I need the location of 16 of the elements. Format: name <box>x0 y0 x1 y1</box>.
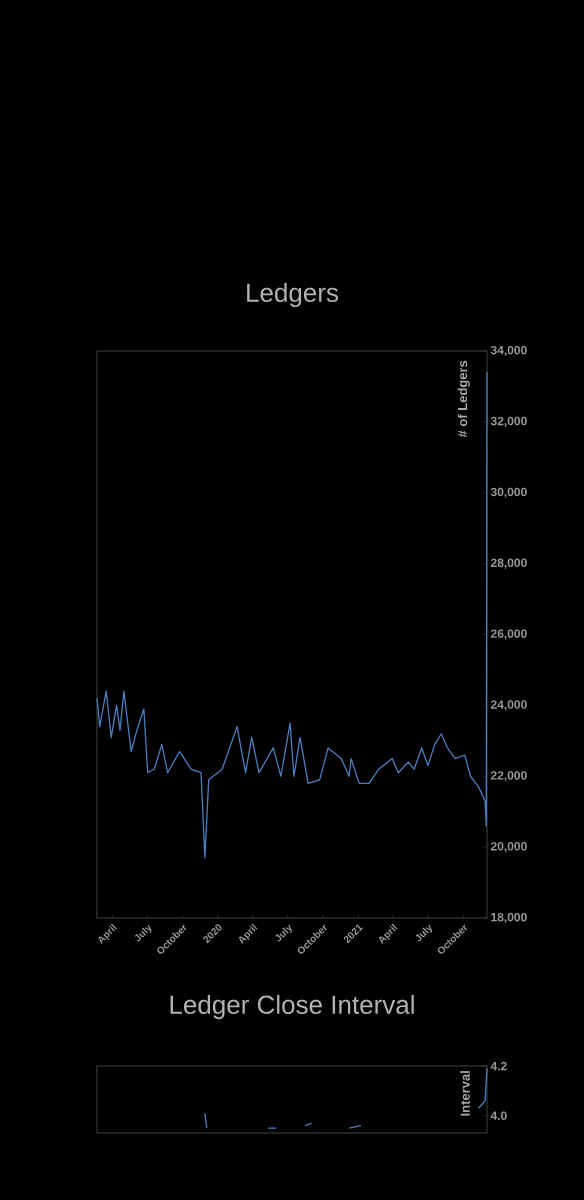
y-tick-label: 18,000 <box>491 912 527 924</box>
x-tick-label: July <box>275 924 292 942</box>
y-axis-title: Interval <box>460 1071 470 1116</box>
y-tick-label: 34,000 <box>490 345 527 357</box>
chart-title: Ledger Close Interval <box>170 994 414 1020</box>
y-tick-label: 22,000 <box>490 771 527 782</box>
y-tick-label: 32,000 <box>490 416 527 427</box>
y-tick-label: 26,000 <box>490 629 527 640</box>
y-axis-title: # of Ledgers <box>457 360 470 438</box>
y-tick-label: 28,000 <box>490 558 527 569</box>
y-tick-label: 30,000 <box>490 487 527 498</box>
y-tick-label: 4.2 <box>490 1061 507 1071</box>
y-tick-label: 20,000 <box>490 842 527 853</box>
chart-title: Ledgers <box>247 282 339 308</box>
y-tick-label: 24,000 <box>490 700 527 711</box>
y-tick-label: 4.0 <box>490 1111 507 1120</box>
